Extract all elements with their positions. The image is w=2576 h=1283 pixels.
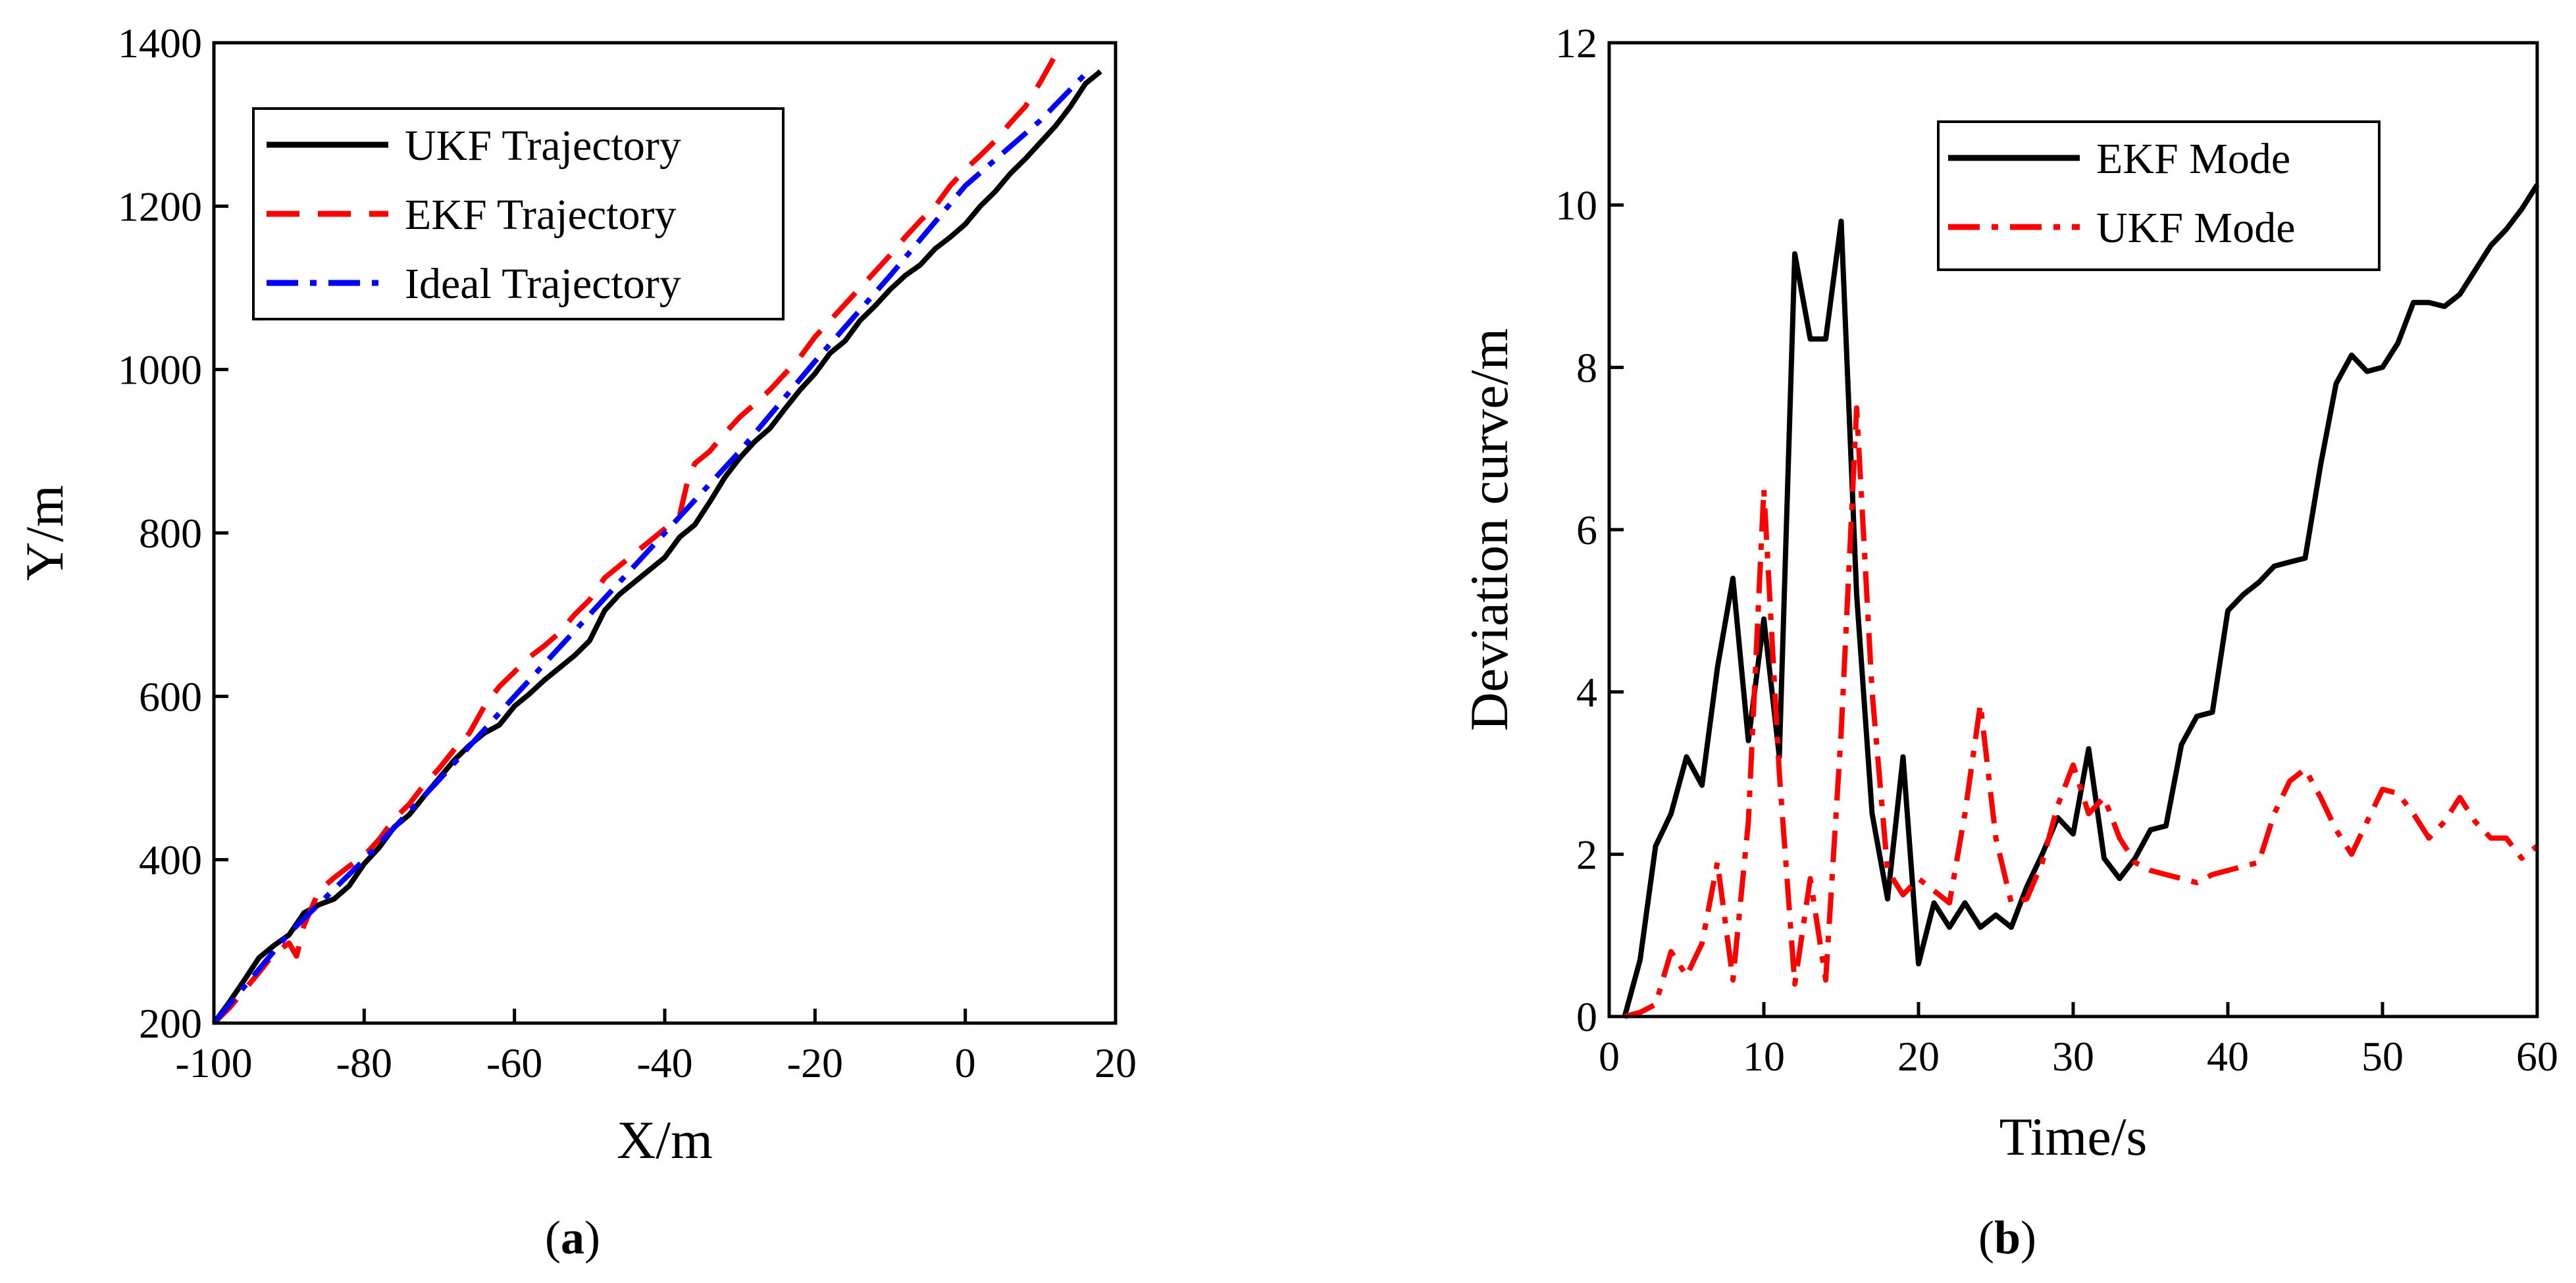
panel-a-caption: (a)	[545, 1211, 600, 1264]
legend-label-ideal-trajectory: Ideal Trajectory	[405, 260, 681, 308]
panel-a-ytick-label: 1200	[118, 183, 202, 230]
panel-b-legend-box	[1937, 120, 2381, 271]
panel-b-xtick-label: 20	[1897, 1033, 1940, 1080]
panel-a-legend: UKF Trajectory EKF Trajectory Ideal Traj…	[252, 107, 785, 320]
panel-b-xtick-label: 40	[2207, 1033, 2249, 1080]
panel-b-xlabel: Time/s	[1999, 1107, 2148, 1167]
panel-b-ticks: 0 10 20 30 40 50 60 0 2 4 6 8 10 12	[1555, 20, 2558, 1080]
panel-a-series-ukf-trajectory	[211, 69, 1102, 1025]
legend-label-ukf-trajectory: UKF Trajectory	[405, 122, 681, 170]
panel-b-legend: EKF Mode UKF Mode	[1937, 120, 2381, 271]
panel-b-xtick-label: 50	[2361, 1033, 2404, 1080]
panel-b-ytick-label: 2	[1576, 831, 1597, 878]
panel-a-series-ideal-trajectory	[211, 72, 1088, 1025]
panel-b-ytick-label: 4	[1576, 669, 1597, 716]
panel-a-ytick-label: 400	[139, 837, 202, 884]
panel-b-xtick-label: 60	[2516, 1033, 2558, 1080]
panel-b-xtick-label: 0	[1599, 1033, 1620, 1080]
panel-b-caption: (b)	[1978, 1211, 2036, 1264]
legend-label-ekf-trajectory: EKF Trajectory	[405, 191, 677, 239]
panel-a-series-group	[211, 53, 1102, 1025]
panel-a-xlabel: X/m	[617, 1110, 713, 1170]
panel-a-xtick-label: -40	[636, 1040, 692, 1086]
panel-a-xtick-label: 20	[1095, 1040, 1137, 1086]
panel-a-ytick-label: 1400	[118, 20, 202, 66]
panel-b-ytick-label: 12	[1555, 20, 1597, 66]
panel-b-series-ekf-mode	[1622, 183, 2540, 1018]
panel-b-ylabel: Deviation curve/m	[1459, 328, 1519, 732]
panel-b-xtick-label: 10	[1743, 1033, 1785, 1080]
panel-a-trajectory-chart: -100 -80 -60 -40 -20 0 20 200 400 600 800 1000 1200 1…	[14, 20, 1137, 1264]
panel-b-series-ukf-mode	[1624, 405, 2539, 1019]
panel-b-ytick-label: 0	[1576, 994, 1597, 1040]
panel-a-xtick-label: -80	[336, 1040, 392, 1086]
panel-a-series-ekf-trajectory	[212, 53, 1058, 1025]
panel-a-ytick-label: 600	[139, 673, 202, 720]
panel-b-ytick-label: 8	[1576, 344, 1597, 391]
panel-b-ytick-label: 10	[1555, 182, 1597, 229]
panel-a-xtick-label: -100	[175, 1040, 252, 1086]
panel-a-ytick-label: 200	[139, 1000, 202, 1047]
legend-label-ukf-mode: UKF Mode	[2096, 204, 2296, 252]
panel-b-series-group	[1622, 183, 2540, 1019]
panel-a-ytick-label: 1000	[118, 347, 202, 393]
panel-a-ylabel: Y/m	[14, 485, 74, 581]
panel-a-xtick-label: -20	[787, 1040, 843, 1086]
panel-b-deviation-chart: 0 10 20 30 40 50 60 0 2 4 6 8 10 12 Time/s Deviation …	[1459, 20, 2558, 1264]
panel-b-xtick-label: 30	[2052, 1033, 2094, 1080]
panel-a-ytick-label: 800	[139, 510, 202, 557]
panel-a-xtick-label: 0	[955, 1040, 976, 1086]
panel-a-xtick-label: -60	[486, 1040, 542, 1086]
panel-b-ytick-label: 6	[1576, 507, 1597, 553]
panel-a-ticks: -100 -80 -60 -40 -20 0 20 200 400 600 800 1000 1200 1…	[118, 20, 1137, 1086]
legend-label-ekf-mode: EKF Mode	[2096, 135, 2290, 183]
